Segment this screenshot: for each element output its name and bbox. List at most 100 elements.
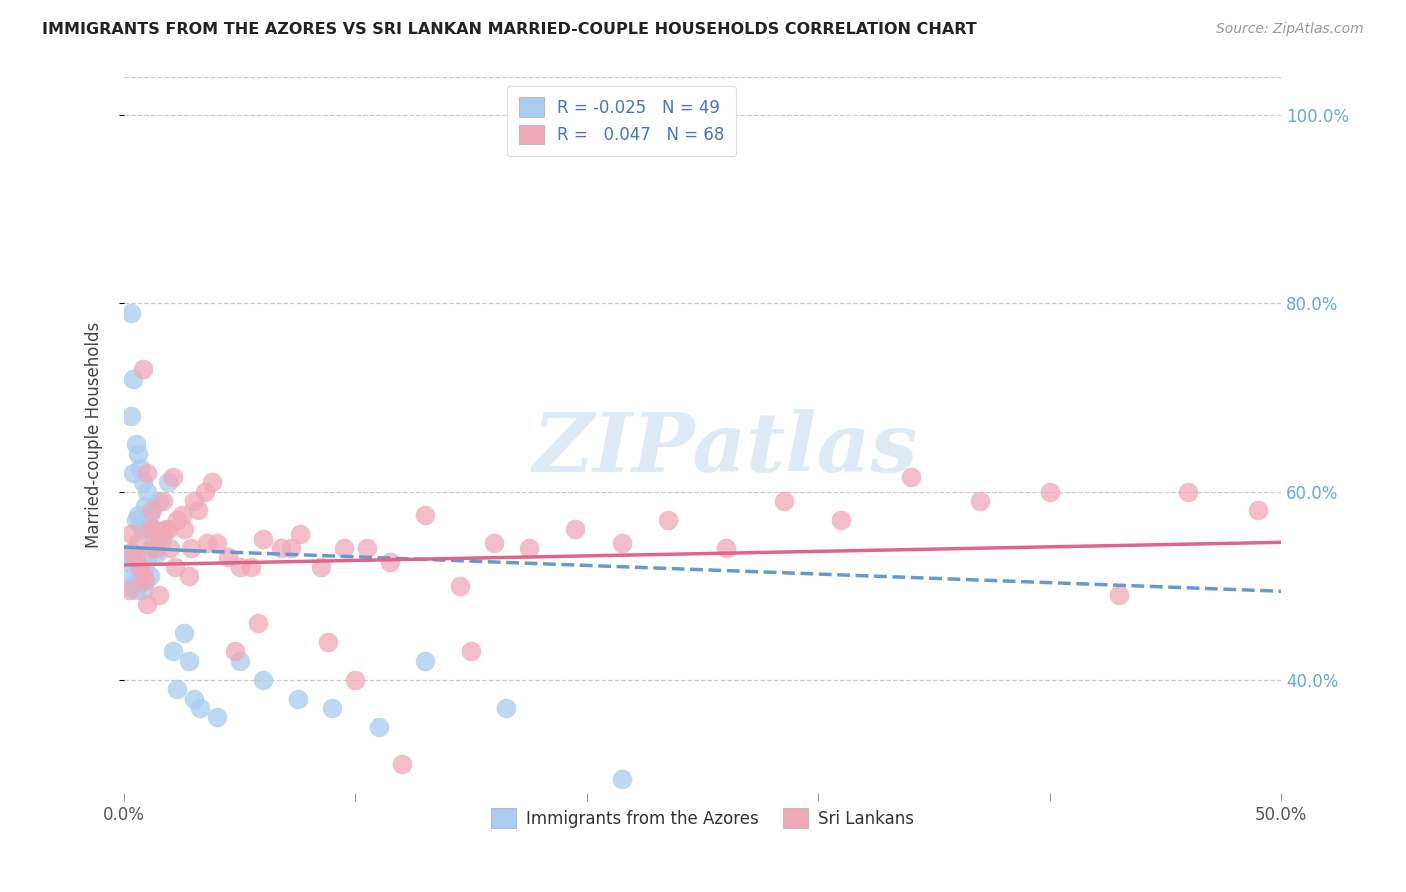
Point bbox=[120, 409, 142, 424]
Point bbox=[177, 569, 200, 583]
Point bbox=[122, 569, 145, 583]
Point bbox=[321, 701, 343, 715]
Point bbox=[170, 508, 193, 522]
Point bbox=[229, 559, 252, 574]
Point bbox=[240, 559, 263, 574]
Point bbox=[162, 644, 184, 658]
Legend: Immigrants from the Azores, Sri Lankans: Immigrants from the Azores, Sri Lankans bbox=[484, 802, 921, 834]
Point bbox=[134, 574, 156, 588]
Point bbox=[120, 526, 142, 541]
Point bbox=[173, 625, 195, 640]
Point bbox=[229, 654, 252, 668]
Point bbox=[136, 484, 159, 499]
Point bbox=[115, 555, 138, 569]
Point bbox=[127, 508, 149, 522]
Point bbox=[1247, 503, 1270, 517]
Point bbox=[197, 536, 219, 550]
Point bbox=[517, 541, 540, 555]
Point bbox=[247, 616, 270, 631]
Point bbox=[148, 588, 170, 602]
Point bbox=[356, 541, 378, 555]
Point bbox=[138, 569, 160, 583]
Point bbox=[224, 644, 246, 658]
Point bbox=[118, 579, 141, 593]
Point bbox=[564, 522, 586, 536]
Text: IMMIGRANTS FROM THE AZORES VS SRI LANKAN MARRIED-COUPLE HOUSEHOLDS CORRELATION C: IMMIGRANTS FROM THE AZORES VS SRI LANKAN… bbox=[42, 22, 977, 37]
Point bbox=[145, 546, 167, 560]
Point bbox=[141, 522, 163, 536]
Point bbox=[125, 513, 148, 527]
Point bbox=[772, 494, 794, 508]
Point bbox=[125, 437, 148, 451]
Point bbox=[287, 691, 309, 706]
Point bbox=[205, 536, 228, 550]
Point bbox=[316, 635, 339, 649]
Point bbox=[391, 757, 413, 772]
Point bbox=[610, 536, 633, 550]
Point bbox=[413, 654, 436, 668]
Point bbox=[270, 541, 292, 555]
Point bbox=[131, 583, 153, 598]
Point bbox=[657, 513, 679, 527]
Point bbox=[136, 550, 159, 565]
Point bbox=[143, 522, 166, 536]
Point bbox=[122, 466, 145, 480]
Point bbox=[134, 559, 156, 574]
Point bbox=[252, 532, 274, 546]
Point bbox=[367, 720, 389, 734]
Point bbox=[162, 470, 184, 484]
Point bbox=[309, 559, 332, 574]
Point bbox=[159, 541, 181, 555]
Point bbox=[217, 550, 239, 565]
Point bbox=[187, 503, 209, 517]
Point bbox=[122, 371, 145, 385]
Point bbox=[134, 499, 156, 513]
Y-axis label: Married-couple Households: Married-couple Households bbox=[86, 322, 103, 549]
Point bbox=[190, 701, 212, 715]
Point bbox=[118, 583, 141, 598]
Point bbox=[166, 513, 188, 527]
Point bbox=[413, 508, 436, 522]
Point bbox=[180, 541, 202, 555]
Point bbox=[155, 522, 177, 536]
Point bbox=[129, 517, 152, 532]
Point bbox=[173, 522, 195, 536]
Point bbox=[380, 555, 402, 569]
Point bbox=[183, 494, 205, 508]
Point bbox=[138, 508, 160, 522]
Point bbox=[120, 306, 142, 320]
Point bbox=[141, 541, 163, 555]
Point bbox=[1177, 484, 1199, 499]
Point bbox=[280, 541, 302, 555]
Point bbox=[1039, 484, 1062, 499]
Point bbox=[150, 526, 173, 541]
Point bbox=[163, 559, 186, 574]
Point bbox=[830, 513, 852, 527]
Point bbox=[288, 526, 311, 541]
Point bbox=[129, 461, 152, 475]
Point bbox=[131, 522, 153, 536]
Point bbox=[143, 536, 166, 550]
Point bbox=[969, 494, 991, 508]
Point bbox=[900, 470, 922, 484]
Point bbox=[141, 503, 163, 517]
Point bbox=[610, 772, 633, 786]
Point bbox=[1108, 588, 1130, 602]
Point bbox=[152, 526, 174, 541]
Point bbox=[136, 466, 159, 480]
Point bbox=[460, 644, 482, 658]
Text: Source: ZipAtlas.com: Source: ZipAtlas.com bbox=[1216, 22, 1364, 37]
Point bbox=[344, 673, 367, 687]
Point bbox=[166, 682, 188, 697]
Point bbox=[129, 574, 152, 588]
Point bbox=[129, 559, 152, 574]
Point bbox=[205, 710, 228, 724]
Point bbox=[157, 475, 180, 489]
Point bbox=[127, 569, 149, 583]
Point bbox=[138, 522, 160, 536]
Point bbox=[495, 701, 517, 715]
Point bbox=[120, 550, 142, 565]
Point bbox=[449, 579, 471, 593]
Point bbox=[201, 475, 224, 489]
Point bbox=[127, 447, 149, 461]
